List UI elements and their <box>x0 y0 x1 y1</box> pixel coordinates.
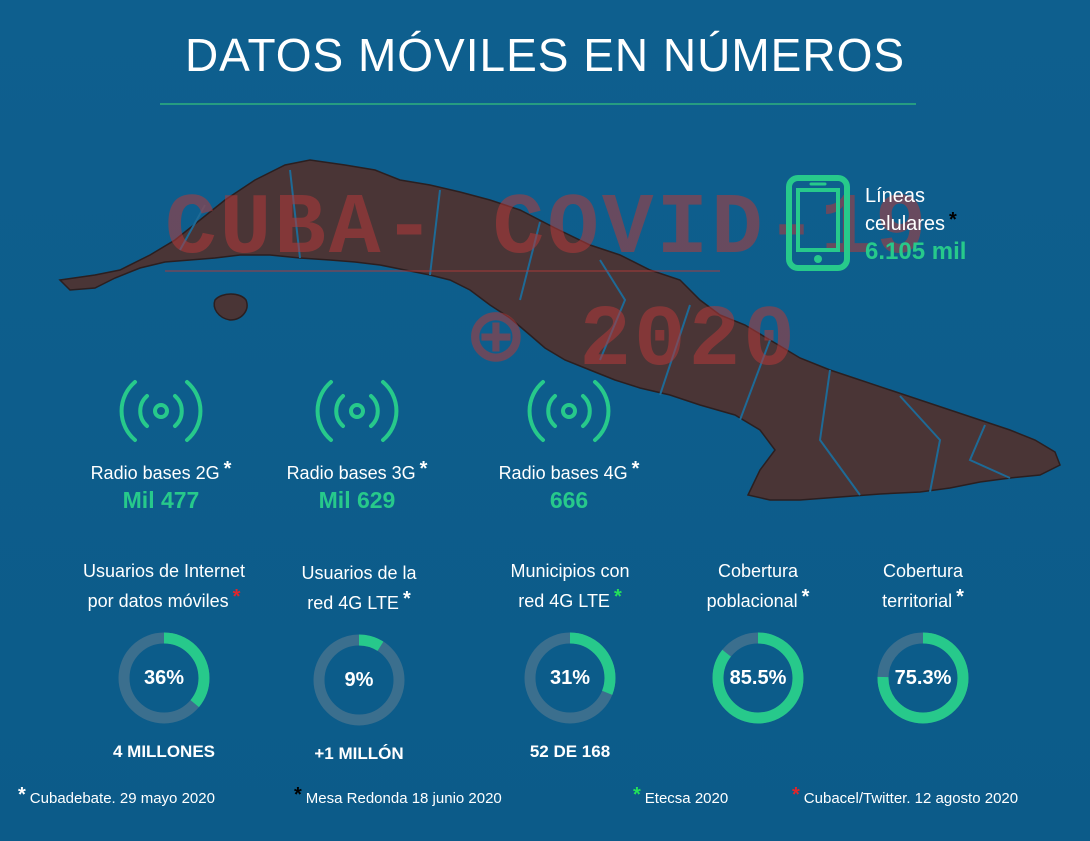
source-marker: * <box>792 784 800 806</box>
stat-label: Usuarios de la red 4G LTE * <box>254 558 464 620</box>
donut-progress <box>712 632 804 724</box>
source-marker: * <box>18 784 26 806</box>
lineas-celulares-box: Líneas celulares * 6.105 mil <box>785 174 1015 274</box>
source-marker: * <box>949 209 957 231</box>
lineas-celulares-label-line1: Líneas <box>865 185 926 207</box>
donut-value: 36% <box>143 667 185 689</box>
source-marker: * <box>801 586 810 608</box>
stat-label-line2: red 4G LTE * <box>254 588 464 618</box>
donut-value: 85.5% <box>729 667 787 689</box>
source-text: Mesa Redonda 18 junio 2020 <box>305 790 502 807</box>
radio-signal-icon <box>315 380 399 442</box>
radio-bases-3g-value: Mil 629 <box>318 487 396 513</box>
stat-label: Cobertura poblacional * <box>653 556 863 618</box>
donut-progress <box>524 632 616 724</box>
donut-chart: 9% <box>309 630 409 730</box>
source-item: * Cubadebate. 29 mayo 2020 <box>18 784 215 809</box>
source-text: Etecsa 2020 <box>644 790 729 807</box>
stat-label-line2: por datos móviles * <box>59 586 269 616</box>
source-marker: * <box>631 458 640 480</box>
stat-label: Municipios con red 4G LTE * <box>465 556 675 618</box>
donut-chart: 31% <box>520 628 620 728</box>
radio-bases-4g-label-text: Radio bases 4G <box>498 463 628 483</box>
stat-label-line2: red 4G LTE * <box>465 586 675 616</box>
source-marker: * <box>633 784 641 806</box>
stat-label-line2: territorial * <box>818 586 1028 616</box>
radio-bases-2g: Radio bases 2G * Mil 477 <box>66 376 256 514</box>
stat-label-line1: Usuarios de Internet <box>82 561 246 581</box>
donut-value: 31% <box>549 667 591 689</box>
radio-signal-icon <box>119 380 203 442</box>
source-marker: * <box>402 588 411 610</box>
donut-chart: 85.5% <box>708 628 808 728</box>
source-marker: * <box>223 458 232 480</box>
watermark-divider <box>165 270 720 272</box>
stat-cobertura-territorial: Cobertura territorial * 75.3% <box>818 556 1028 742</box>
donut-progress <box>313 634 405 726</box>
stat-sub: 4 MILLONES <box>112 742 215 761</box>
radio-bases-3g-label: Radio bases 3G * <box>262 458 452 485</box>
lineas-celulares-value: 6.105 mil <box>865 238 967 265</box>
source-text: Cubadebate. 29 mayo 2020 <box>29 790 215 807</box>
source-item: * Etecsa 2020 <box>633 784 729 809</box>
radio-bases-3g: Radio bases 3G * Mil 629 <box>262 376 452 514</box>
stat-label-line2-text: red 4G LTE <box>307 593 399 613</box>
watermark-line2: ⊕ 2020 <box>470 292 798 390</box>
stat-municipios-4g: Municipios con red 4G LTE * 31% 52 DE 168 <box>465 556 675 762</box>
source-text: Cubacel/Twitter. 12 agosto 2020 <box>803 790 1019 807</box>
radio-bases-4g: Radio bases 4G * 666 <box>474 376 664 514</box>
source-marker: * <box>956 586 964 608</box>
stat-sub: 52 DE 168 <box>529 742 611 761</box>
stat-label-line2-text: por datos móviles <box>87 591 229 611</box>
stat-label-line2-text: red 4G LTE <box>518 591 610 611</box>
stat-label-line1: Cobertura <box>882 561 964 581</box>
source-item: * Mesa Redonda 18 junio 2020 <box>294 784 502 809</box>
lineas-celulares-label: Líneas celulares * <box>865 182 957 238</box>
stat-label-line1: Usuarios de la <box>301 563 417 583</box>
stat-label: Usuarios de Internet por datos móviles * <box>59 556 269 618</box>
donut-chart: 75.3% <box>873 628 973 728</box>
stat-label: Cobertura territorial * <box>818 556 1028 618</box>
donut-progress <box>877 632 969 724</box>
title-divider <box>160 103 916 105</box>
page-title: DATOS MÓVILES EN NÚMEROS <box>184 29 906 81</box>
donut-value: 75.3% <box>894 667 952 689</box>
source-marker: * <box>232 586 241 608</box>
donut-progress <box>118 632 210 724</box>
stat-label-line2: poblacional * <box>653 586 863 616</box>
stat-cobertura-poblacional: Cobertura poblacional * 85.5% <box>653 556 863 742</box>
lineas-celulares-label-line2-text: celulares <box>865 213 946 235</box>
stat-label-line1: Cobertura <box>717 561 799 581</box>
stat-label-line2-text: territorial <box>882 591 953 611</box>
radio-bases-4g-value: 666 <box>549 487 589 513</box>
source-item: * Cubacel/Twitter. 12 agosto 2020 <box>792 784 1019 809</box>
donut-chart: 36% <box>114 628 214 728</box>
stat-usuarios-4g: Usuarios de la red 4G LTE * 9% +1 MILLÓN <box>254 558 464 764</box>
sources-footer: * Cubadebate. 29 mayo 2020 * Mesa Redonda … <box>0 784 1090 822</box>
radio-signal-icon <box>527 380 611 442</box>
stat-label-line2-text: poblacional <box>706 591 798 611</box>
cuba-map-isle <box>213 293 248 321</box>
radio-bases-4g-label: Radio bases 4G * <box>474 458 664 485</box>
lineas-celulares-label-line2: celulares * <box>865 209 957 238</box>
stat-sub: +1 MILLÓN <box>314 744 404 763</box>
radio-bases-2g-label-text: Radio bases 2G <box>90 463 220 483</box>
stat-label-line1: Municipios con <box>510 561 630 581</box>
source-marker: * <box>613 586 622 608</box>
donut-value: 9% <box>344 669 374 691</box>
radio-bases-2g-value: Mil 477 <box>122 487 200 513</box>
source-marker: * <box>294 784 302 806</box>
radio-bases-3g-label-text: Radio bases 3G <box>286 463 416 483</box>
stat-usuarios-internet: Usuarios de Internet por datos móviles * … <box>59 556 269 762</box>
smartphone-icon <box>786 175 850 271</box>
radio-bases-2g-label: Radio bases 2G * <box>66 458 256 485</box>
source-marker: * <box>419 458 428 480</box>
